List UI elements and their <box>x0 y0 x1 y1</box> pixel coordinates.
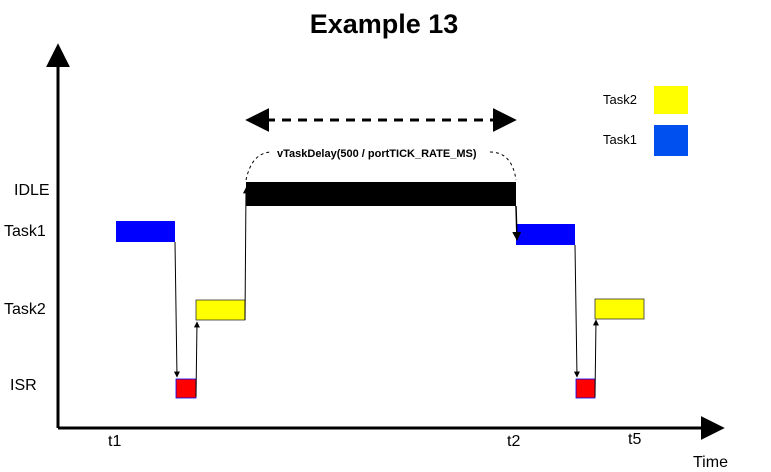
legend-swatch-task2 <box>654 86 688 114</box>
task2-block-2 <box>594 298 645 320</box>
row-label-task1: Task1 <box>4 223 46 240</box>
legend-swatch-task1 <box>654 125 688 156</box>
transition-isr-to-task2-1 <box>193 321 200 398</box>
tick-label-t5: t5 <box>628 431 641 448</box>
task2-block-1 <box>195 299 246 321</box>
task1-block-2 <box>516 224 575 245</box>
tick-label-t1: t1 <box>108 433 121 450</box>
tick-label-t2: t2 <box>507 433 520 450</box>
transition-idle-to-task1 <box>512 205 522 241</box>
transition-task2-to-idle <box>242 187 249 321</box>
x-axis-label: Time <box>693 454 728 471</box>
transition-task1-to-isr-1 <box>173 241 180 378</box>
transition-isr-to-task2-2 <box>592 319 599 398</box>
legend-label-task2: Task2 <box>603 92 637 107</box>
annotation-bracket-right <box>489 151 517 181</box>
transition-task1-to-isr-2 <box>573 244 580 378</box>
diagram-title: Example 13 <box>310 9 459 39</box>
task1-block-1 <box>116 221 175 242</box>
idle-block <box>246 182 516 206</box>
row-label-task2: Task2 <box>4 301 46 318</box>
row-label-idle: IDLE <box>14 182 50 199</box>
delay-annotation: vTaskDelay(500 / portTICK_RATE_MS) <box>277 148 477 160</box>
row-label-isr: ISR <box>10 377 37 394</box>
isr-block-1 <box>175 378 197 399</box>
isr-block-2 <box>575 378 596 399</box>
legend-label-task1: Task1 <box>603 132 637 147</box>
annotation-bracket-left <box>245 151 273 181</box>
